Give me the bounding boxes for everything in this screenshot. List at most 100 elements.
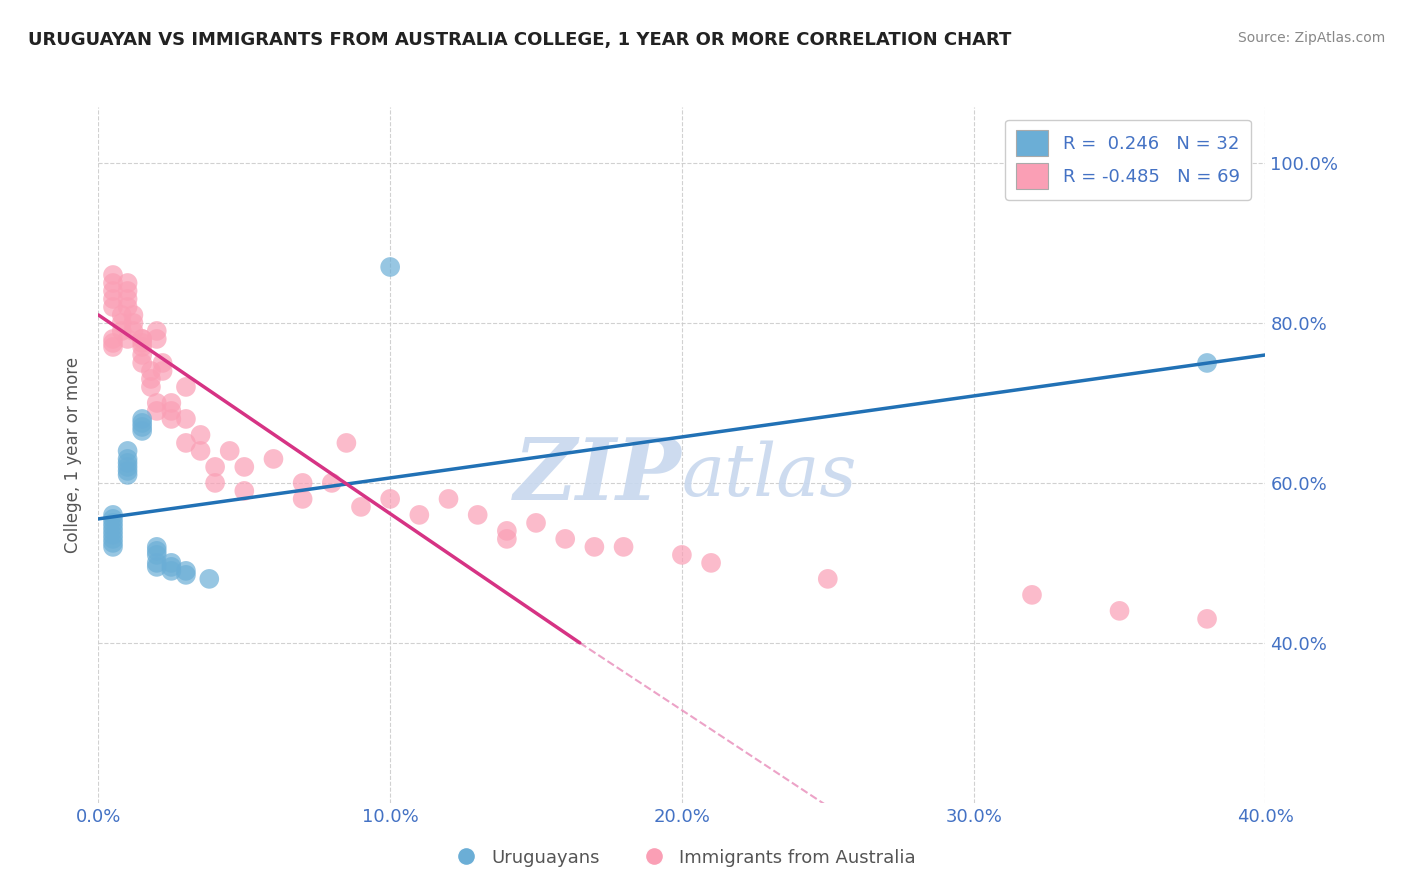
Point: [174, 564, 197, 578]
Point: [700, 556, 723, 570]
Point: [131, 340, 153, 354]
Point: [131, 420, 153, 434]
Point: [101, 335, 124, 350]
Point: [122, 308, 145, 322]
Point: [101, 268, 124, 282]
Point: [122, 324, 145, 338]
Point: [146, 540, 169, 554]
Point: [117, 300, 139, 314]
Point: [160, 412, 183, 426]
Point: [146, 332, 169, 346]
Point: [160, 556, 183, 570]
Point: [160, 564, 183, 578]
Point: [131, 416, 153, 430]
Point: [101, 512, 124, 526]
Point: [190, 428, 212, 442]
Point: [146, 556, 169, 570]
Point: [174, 567, 197, 582]
Point: [131, 332, 153, 346]
Point: [160, 560, 183, 574]
Point: [174, 412, 197, 426]
Point: [146, 396, 169, 410]
Point: [437, 491, 460, 506]
Point: [101, 332, 124, 346]
Point: [817, 572, 839, 586]
Point: [117, 464, 139, 478]
Point: [495, 524, 517, 538]
Point: [160, 396, 183, 410]
Point: [117, 459, 139, 474]
Point: [233, 459, 256, 474]
Point: [146, 324, 169, 338]
Point: [117, 292, 139, 306]
Point: [671, 548, 693, 562]
Point: [321, 475, 343, 490]
Point: [139, 380, 162, 394]
Point: [1195, 612, 1218, 626]
Point: [111, 316, 134, 330]
Point: [131, 332, 153, 346]
Point: [131, 348, 153, 362]
Point: [291, 491, 314, 506]
Point: [101, 340, 124, 354]
Text: ZIP: ZIP: [515, 434, 682, 517]
Point: [101, 536, 124, 550]
Point: [174, 436, 197, 450]
Point: [146, 560, 169, 574]
Point: [378, 491, 402, 506]
Point: [101, 524, 124, 538]
Point: [146, 548, 169, 562]
Point: [524, 516, 547, 530]
Point: [350, 500, 373, 514]
Point: [101, 292, 124, 306]
Point: [146, 544, 169, 558]
Point: [204, 459, 226, 474]
Point: [190, 444, 212, 458]
Point: [101, 532, 124, 546]
Point: [101, 516, 124, 530]
Point: [117, 451, 139, 466]
Point: [111, 308, 134, 322]
Y-axis label: College, 1 year or more: College, 1 year or more: [65, 357, 83, 553]
Point: [101, 528, 124, 542]
Point: [131, 412, 153, 426]
Point: [1195, 356, 1218, 370]
Point: [101, 284, 124, 298]
Point: [131, 424, 153, 438]
Point: [101, 276, 124, 290]
Point: [467, 508, 489, 522]
Point: [408, 508, 430, 522]
Point: [335, 436, 357, 450]
Point: [117, 444, 139, 458]
Legend: Uruguayans, Immigrants from Australia: Uruguayans, Immigrants from Australia: [440, 841, 924, 874]
Point: [101, 520, 124, 534]
Point: [378, 260, 402, 274]
Point: [111, 324, 134, 338]
Point: [1108, 604, 1130, 618]
Point: [152, 356, 174, 370]
Point: [152, 364, 174, 378]
Point: [198, 572, 221, 586]
Point: [117, 276, 139, 290]
Point: [131, 335, 153, 350]
Point: [554, 532, 576, 546]
Point: [117, 332, 139, 346]
Point: [101, 508, 124, 522]
Point: [139, 364, 162, 378]
Point: [233, 483, 256, 498]
Point: [583, 540, 606, 554]
Point: [495, 532, 517, 546]
Point: [146, 404, 169, 418]
Point: [612, 540, 634, 554]
Point: [117, 467, 139, 482]
Point: [291, 475, 314, 490]
Point: [101, 300, 124, 314]
Point: [117, 284, 139, 298]
Point: [139, 372, 162, 386]
Point: [1021, 588, 1043, 602]
Text: atlas: atlas: [682, 441, 858, 511]
Text: Source: ZipAtlas.com: Source: ZipAtlas.com: [1237, 31, 1385, 45]
Point: [101, 540, 124, 554]
Point: [131, 356, 153, 370]
Point: [117, 456, 139, 470]
